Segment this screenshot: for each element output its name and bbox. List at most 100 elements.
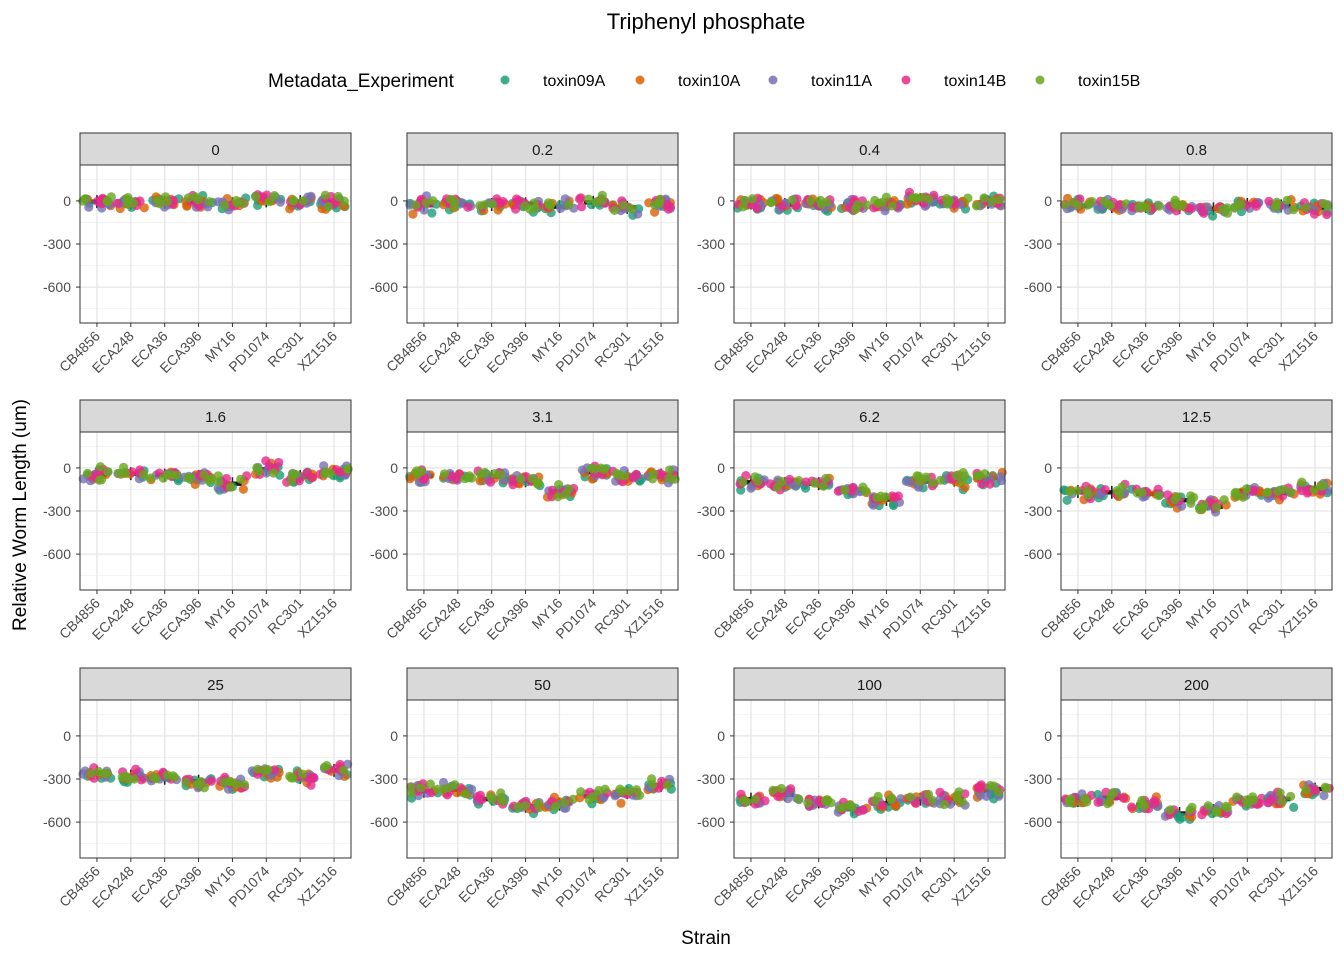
data-point: [220, 200, 230, 210]
data-point: [1102, 799, 1113, 809]
facet-strip: [1060, 399, 1333, 433]
data-point: [738, 202, 748, 212]
data-point: [924, 194, 934, 204]
data-point: [252, 463, 262, 473]
legend-label-toxin11A: toxin11A: [811, 73, 872, 90]
data-point: [439, 784, 449, 794]
data-point: [979, 193, 989, 203]
data-point: [1065, 486, 1075, 497]
data-point: [1232, 792, 1242, 802]
data-point: [131, 764, 141, 774]
data-point: [1137, 201, 1147, 211]
data-point: [1195, 505, 1205, 515]
data-point: [122, 195, 132, 205]
data-point: [286, 476, 296, 486]
data-point: [1301, 785, 1311, 795]
data-point: [616, 798, 626, 808]
facet-strip: [406, 667, 679, 701]
y-tick-label: -300: [697, 503, 725, 519]
data-point: [446, 471, 457, 481]
y-tick-label: -300: [370, 503, 398, 519]
data-point: [747, 194, 758, 204]
facet-strip-label: 6.2: [859, 409, 880, 426]
data-point: [818, 481, 829, 491]
data-point: [190, 479, 200, 489]
data-point: [840, 485, 850, 495]
data-point: [890, 492, 900, 502]
facet-strip: [733, 667, 1006, 701]
data-point: [1139, 801, 1149, 811]
data-point: [1309, 485, 1319, 495]
y-tick-label: 0: [717, 460, 725, 476]
data-point: [1309, 209, 1320, 219]
data-point: [520, 801, 531, 811]
data-point: [600, 784, 610, 794]
data-point: [162, 197, 172, 207]
data-point: [239, 198, 249, 208]
legend-title: Metadata_Experiment: [268, 71, 455, 92]
legend-label-toxin15B: toxin15B: [1078, 73, 1140, 90]
y-tick-label: 0: [63, 728, 71, 744]
data-point: [136, 775, 146, 785]
data-point: [498, 796, 508, 807]
data-point: [647, 774, 657, 784]
data-point: [1154, 491, 1164, 501]
legend-key-toxin09A: [500, 75, 510, 85]
data-point: [253, 764, 263, 774]
data-point: [905, 792, 915, 802]
data-point: [911, 798, 921, 809]
data-point: [951, 471, 961, 481]
data-point: [993, 787, 1004, 797]
data-point: [766, 197, 776, 207]
y-tick-label: -600: [370, 279, 398, 295]
facet-200: 2000-300-600CB4856ECA248ECA36ECA396MY16P…: [1024, 667, 1334, 911]
legend-key-toxin14B: [901, 75, 911, 85]
data-point: [417, 466, 427, 476]
data-point: [738, 477, 748, 487]
data-point: [84, 202, 94, 212]
facet-12.5: 12.50-300-600CB4856ECA248ECA36ECA396MY16…: [1024, 399, 1333, 643]
data-point: [987, 197, 997, 207]
y-tick-label: -300: [43, 771, 71, 787]
legend-key-toxin11A: [768, 75, 778, 85]
data-point: [583, 194, 594, 204]
facet-strip: [1060, 667, 1333, 701]
data-point: [146, 473, 156, 483]
data-point: [493, 205, 503, 215]
data-point: [1203, 801, 1213, 811]
y-tick-label: -300: [43, 236, 71, 252]
data-point: [323, 202, 333, 212]
data-point: [1233, 200, 1243, 210]
data-point: [496, 470, 506, 480]
data-point: [576, 787, 586, 797]
data-point: [928, 478, 938, 488]
data-point: [289, 195, 299, 206]
data-point: [343, 464, 353, 474]
facet-strip: [733, 399, 1006, 433]
data-point: [870, 195, 880, 206]
data-point: [649, 200, 660, 210]
facet-3.1: 3.10-300-600CB4856ECA248ECA36ECA396MY16P…: [370, 399, 680, 643]
facet-strip-label: 100: [857, 677, 882, 694]
data-point: [905, 477, 915, 487]
data-point: [238, 484, 248, 494]
data-point: [1289, 802, 1299, 813]
data-point: [597, 190, 607, 200]
data-point: [183, 193, 193, 203]
data-point: [963, 193, 973, 203]
data-point: [421, 198, 431, 208]
data-point: [183, 473, 193, 483]
data-point: [664, 473, 674, 483]
data-point: [803, 798, 813, 808]
data-point: [425, 779, 435, 789]
data-point: [1154, 201, 1164, 211]
data-point: [976, 780, 986, 790]
data-point: [472, 792, 482, 802]
y-tick-label: -600: [1024, 279, 1052, 295]
data-point: [106, 192, 116, 202]
data-point: [172, 470, 182, 480]
data-point: [206, 474, 216, 484]
y-tick-label: -600: [697, 814, 725, 830]
